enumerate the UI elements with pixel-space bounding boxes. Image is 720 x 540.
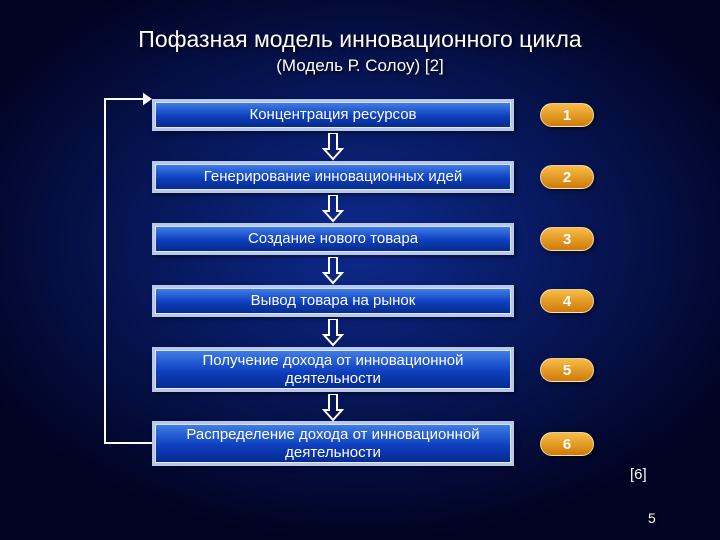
phase-number-badge: 5 — [540, 358, 594, 382]
phase-number-badge: 3 — [540, 227, 594, 251]
phase-box: Генерирование инновационных идей — [152, 161, 514, 193]
slide-title: Пофазная модель инновационного цикла — [0, 26, 720, 53]
phase-box: Получение дохода от инновационной деятел… — [152, 347, 514, 392]
arrow-down-icon — [322, 394, 344, 422]
phase-box-label: Генерирование инновационных идей — [155, 164, 511, 190]
slide-root: Пофазная модель инновационного цикла (Мод… — [0, 0, 720, 540]
phase-box: Концентрация ресурсов — [152, 99, 514, 131]
phase-box-label: Получение дохода от инновационной деятел… — [155, 350, 511, 389]
phase-box-label: Концентрация ресурсов — [155, 102, 511, 128]
phase-box-label: Распределение дохода от инновационной де… — [155, 424, 511, 463]
phase-number-badge: 6 — [540, 432, 594, 456]
phase-number-badge: 4 — [540, 289, 594, 313]
phase-box: Создание нового товара — [152, 223, 514, 255]
phase-box: Вывод товара на рынок — [152, 285, 514, 317]
footer-reference: [6] — [630, 466, 660, 483]
arrow-down-icon — [322, 257, 344, 285]
arrow-down-icon — [322, 195, 344, 223]
arrow-down-icon — [322, 133, 344, 161]
phase-number-badge: 1 — [540, 103, 594, 127]
phase-box-label: Вывод товара на рынок — [155, 288, 511, 314]
phase-box: Распределение дохода от инновационной де… — [152, 421, 514, 466]
phase-box-label: Создание нового товара — [155, 226, 511, 252]
page-number: 5 — [648, 510, 656, 526]
phase-number-badge: 2 — [540, 165, 594, 189]
slide-subtitle: (Модель Р. Солоу) [2] — [0, 56, 720, 76]
arrow-down-icon — [322, 319, 344, 347]
